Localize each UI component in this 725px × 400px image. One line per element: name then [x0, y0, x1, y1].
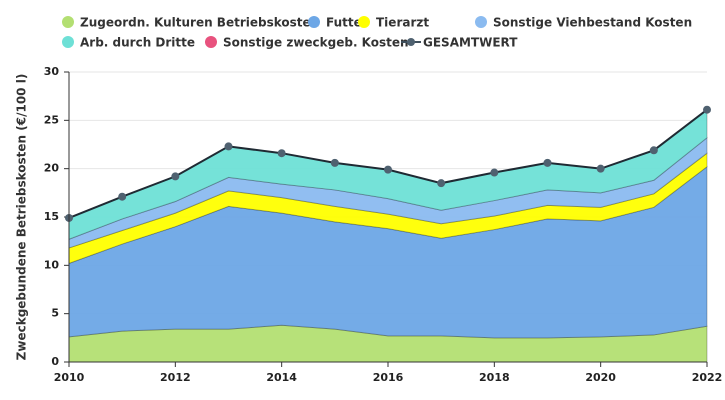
y-tick-label: 10	[44, 258, 60, 271]
legend-label: Sonstige zweckgeb. Kosten	[223, 36, 409, 50]
y-tick-label: 30	[44, 65, 60, 78]
y-tick-label: 5	[51, 307, 59, 320]
legend-item: Tierarzt	[358, 16, 429, 30]
point	[330, 158, 339, 167]
point	[649, 146, 658, 155]
point	[224, 142, 233, 151]
legend-label: Tierarzt	[376, 16, 429, 30]
y-tick-label: 15	[44, 210, 59, 223]
x-tick-label: 2016	[373, 371, 404, 384]
legend-item: Zugeordn. Kulturen Betriebskosten	[62, 16, 319, 30]
legend-item: GESAMTWERT	[401, 36, 518, 50]
legend-item: Arb. durch Dritte	[62, 36, 195, 50]
legend-marker	[308, 16, 320, 28]
point	[384, 165, 392, 174]
legend-marker	[62, 36, 74, 48]
legend-item: Futter	[308, 16, 368, 30]
y-tick-label: 25	[44, 113, 59, 126]
x-tick-label: 2022	[692, 371, 723, 384]
x-tick-label: 2012	[160, 371, 191, 384]
point	[171, 172, 180, 181]
y-tick-label: 20	[44, 162, 60, 175]
legend-marker	[475, 16, 487, 28]
x-tick-label: 2010	[54, 371, 85, 384]
legend-label: Sonstige Viehbestand Kosten	[493, 16, 692, 30]
legend-item: Sonstige Viehbestand Kosten	[475, 16, 692, 30]
legend-marker	[205, 36, 217, 48]
point	[277, 149, 286, 158]
legend-label: GESAMTWERT	[423, 36, 518, 50]
legend-label: Arb. durch Dritte	[80, 36, 195, 50]
y-axis-label: Zweckgebundene Betriebskosten (€/100 l)	[15, 74, 29, 361]
area	[68, 152, 708, 265]
x-tick-label: 2014	[266, 371, 297, 384]
point	[596, 164, 605, 173]
x-tick-label: 2020	[585, 371, 616, 384]
point	[490, 168, 499, 177]
legend-label: Futter	[326, 16, 368, 30]
point	[118, 192, 127, 201]
legend-marker	[407, 38, 415, 46]
legend-marker	[358, 16, 370, 28]
point	[543, 158, 552, 167]
point	[703, 105, 711, 114]
legend-item: Sonstige zweckgeb. Kosten	[205, 36, 409, 50]
y-tick-label: 0	[51, 355, 59, 368]
legend-label: Zugeordn. Kulturen Betriebskosten	[80, 16, 319, 30]
legend-marker	[62, 16, 74, 28]
point	[437, 179, 446, 188]
x-tick-label: 2018	[479, 371, 510, 384]
